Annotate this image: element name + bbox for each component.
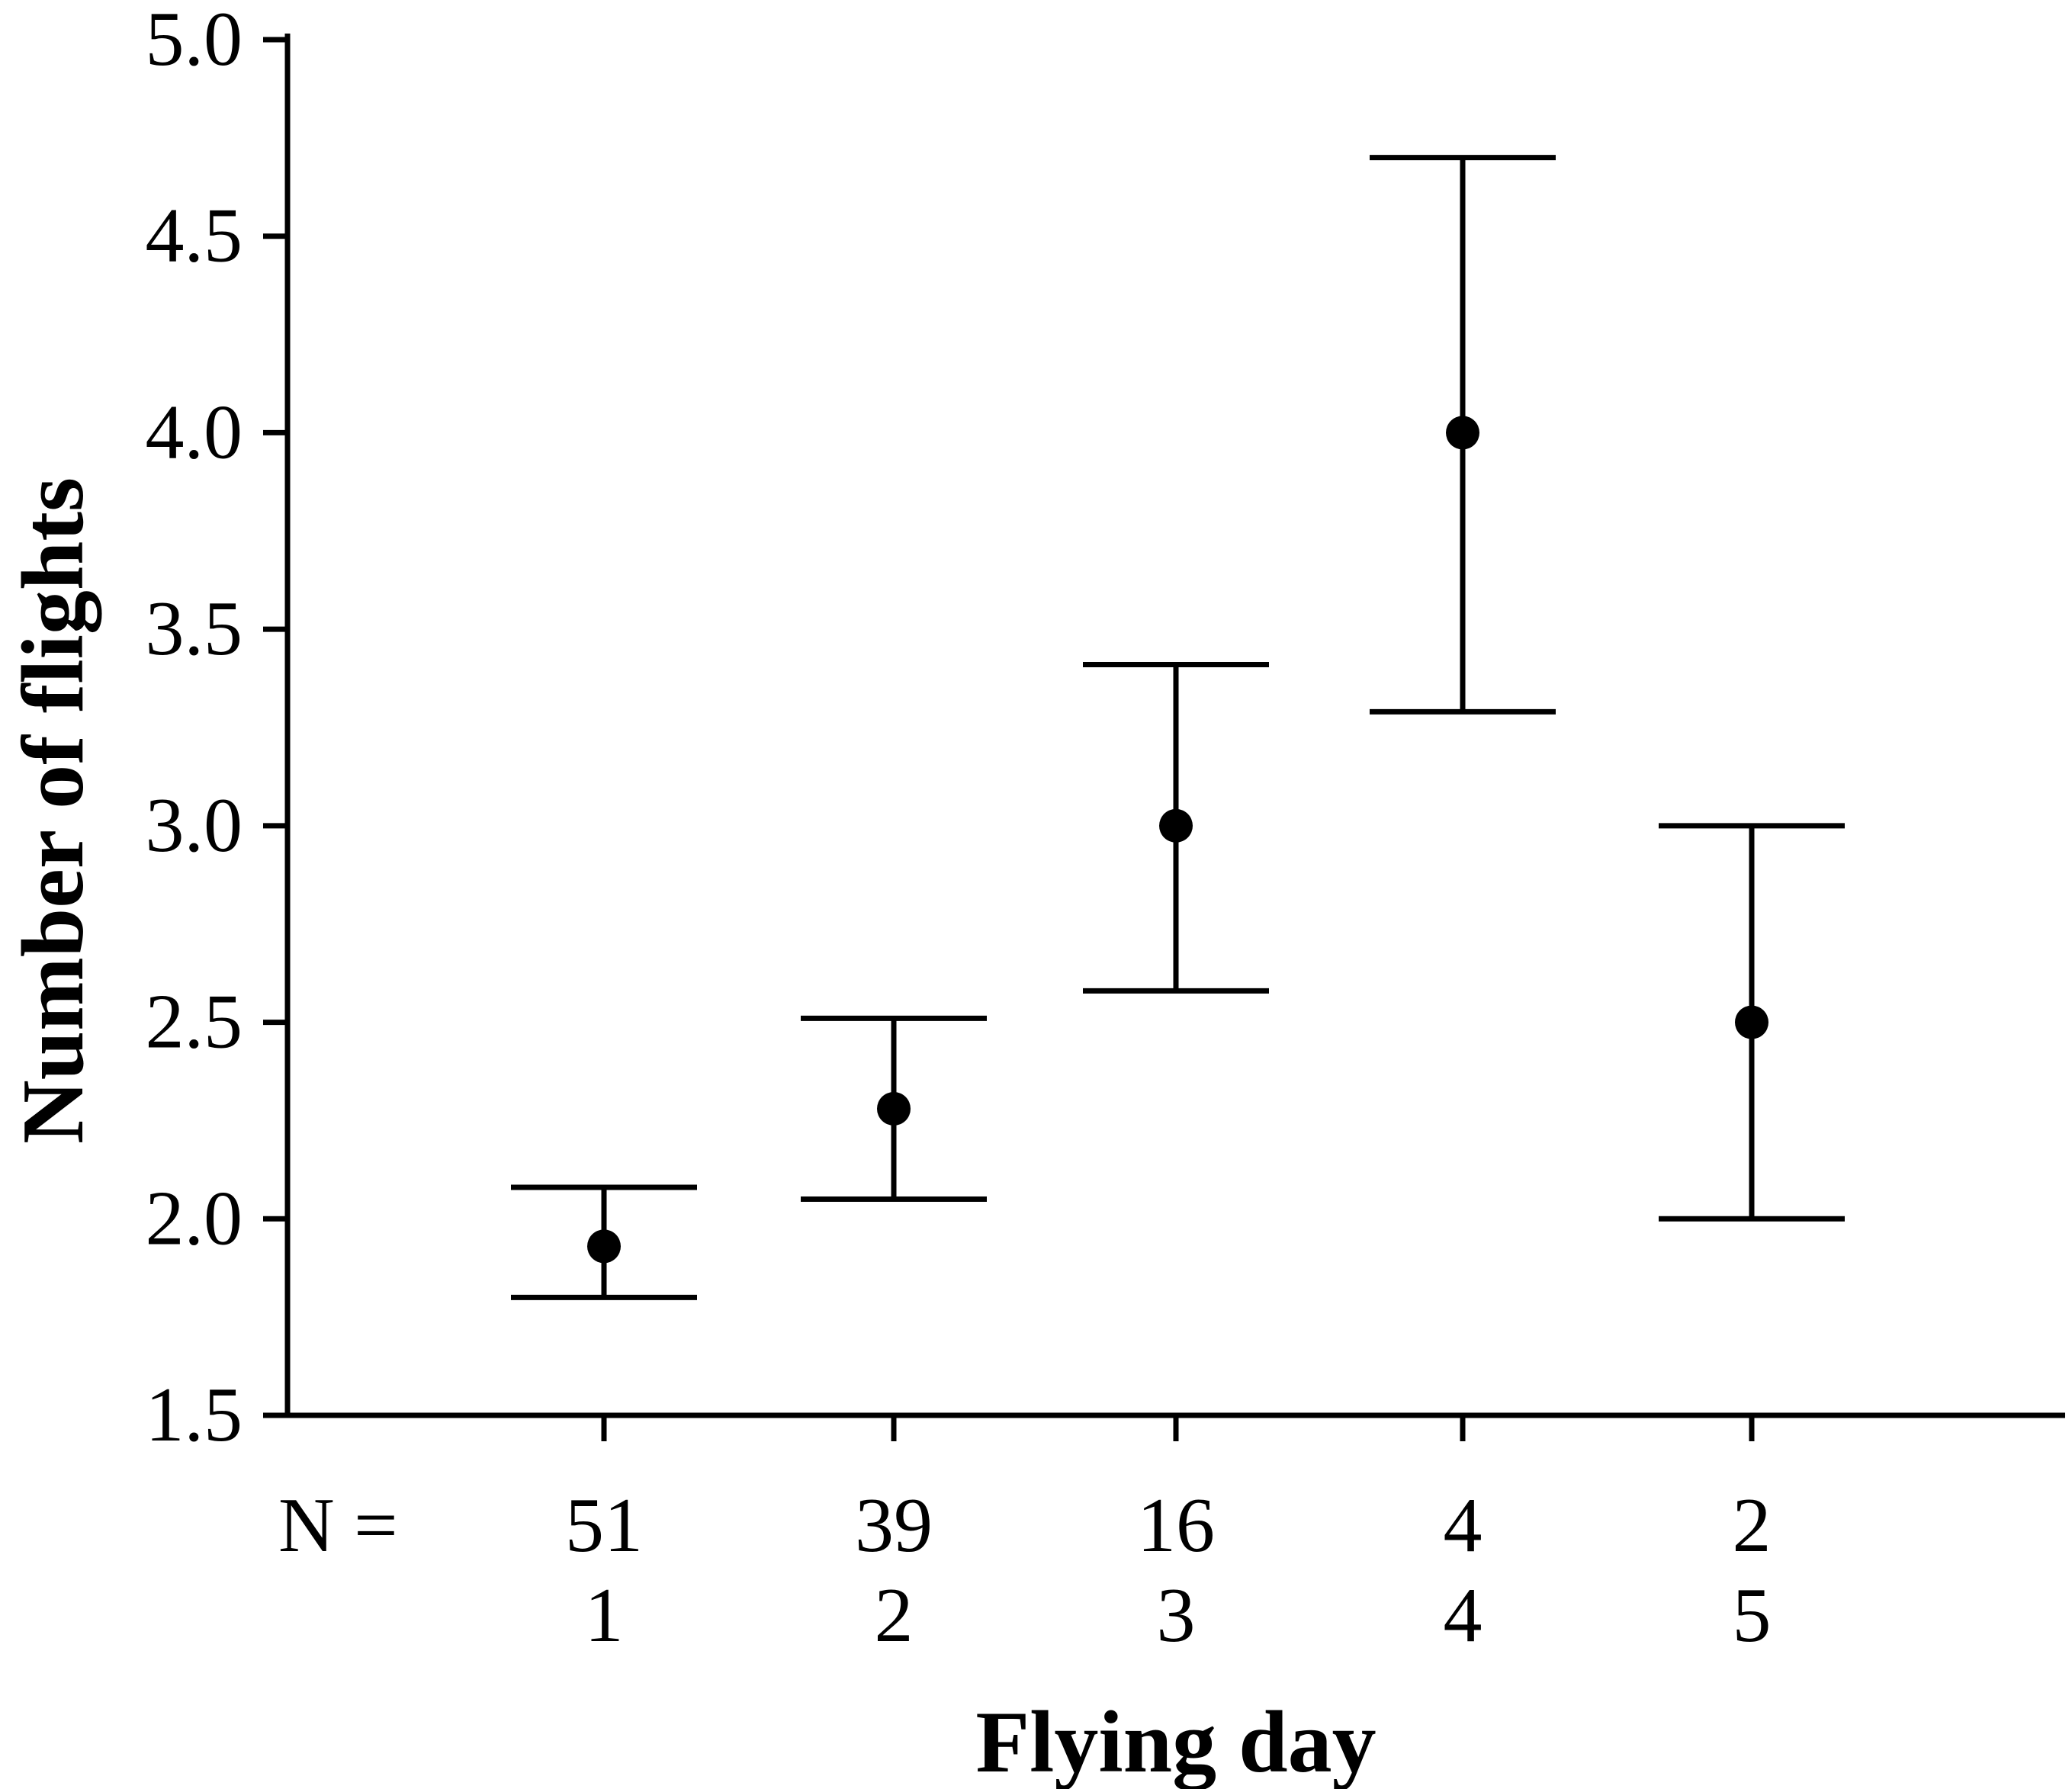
y-axis-title: Number of flights <box>5 477 102 1144</box>
y-tick-label: 4.0 <box>146 389 243 475</box>
y-tick-label: 3.0 <box>146 782 243 869</box>
x-tick-label: 2 <box>875 1572 914 1659</box>
x-axis-title: Flying day <box>975 1694 1376 1789</box>
n-value-label: 39 <box>855 1482 933 1569</box>
y-tick-label: 2.0 <box>146 1175 243 1261</box>
n-value-label: 16 <box>1137 1482 1215 1569</box>
n-value-label: 2 <box>1733 1482 1772 1569</box>
x-tick-label: 1 <box>585 1572 624 1659</box>
x-tick-label: 5 <box>1733 1572 1772 1659</box>
mean-point <box>1446 416 1479 450</box>
mean-point <box>1159 808 1193 843</box>
y-tick-label: 3.5 <box>146 586 243 672</box>
n-prefix-label: N = <box>278 1482 398 1569</box>
n-value-label: 4 <box>1444 1482 1483 1569</box>
y-tick-label: 4.5 <box>146 193 243 279</box>
data-marks <box>511 155 1845 1300</box>
y-tick-label: 2.5 <box>146 979 243 1065</box>
y-tick-label: 1.5 <box>146 1372 243 1458</box>
y-ticks: 1.5 2.0 2.5 3.0 3.5 4.0 4.5 5.0 <box>146 0 288 1458</box>
mean-point <box>1735 1005 1768 1039</box>
mean-point <box>877 1091 911 1126</box>
x-tick-label: 3 <box>1157 1572 1196 1659</box>
n-value-label: 51 <box>565 1482 643 1569</box>
y-tick-label: 5.0 <box>146 0 243 82</box>
x-tick-label: 4 <box>1444 1572 1483 1659</box>
mean-point <box>587 1229 621 1264</box>
